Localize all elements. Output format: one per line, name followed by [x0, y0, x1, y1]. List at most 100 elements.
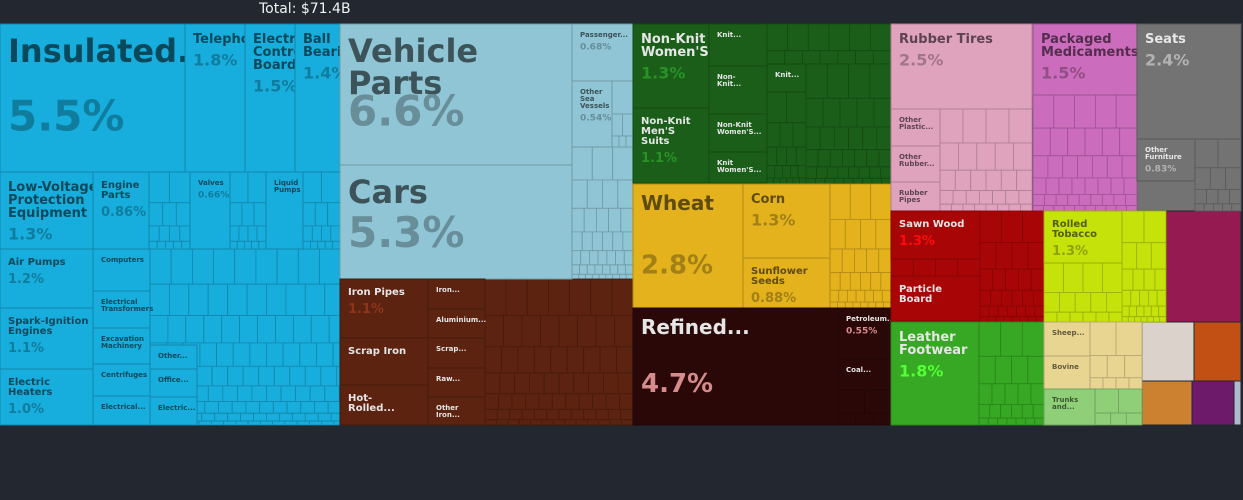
- treemap-tile[interactable]: Particle Board: [890, 275, 981, 322]
- treemap-tile[interactable]: Other Plastic...: [890, 108, 941, 147]
- minor-tile: [1194, 203, 1205, 212]
- treemap-tile[interactable]: Engine Parts 0.86%: [92, 171, 150, 250]
- minor-tile: [829, 218, 846, 250]
- tile-label: Hot-Rolled...: [348, 393, 395, 414]
- treemap-tile[interactable]: Electrical...: [92, 395, 151, 426]
- treemap-tile[interactable]: Wheat 2.8%: [632, 183, 744, 309]
- minor-tile: [612, 146, 634, 181]
- treemap-tile[interactable]: Scrap Iron: [339, 337, 429, 386]
- treemap-tile[interactable]: Rubber Tires 2.5%: [890, 23, 1033, 110]
- treemap-tile[interactable]: Air Pumps 1.2%: [0, 248, 94, 309]
- minor-tile: [247, 225, 258, 242]
- minor-tile: [179, 225, 191, 242]
- treemap-tile[interactable]: Other Sea Vessels 0.54%: [571, 80, 613, 148]
- minor-tile: [258, 240, 267, 250]
- treemap-tile[interactable]: Centrifuges: [92, 363, 151, 397]
- treemap-tile[interactable]: Non-Knit Women'S... 1.3%: [632, 23, 724, 109]
- treemap-tile[interactable]: Other Iron...: [427, 396, 486, 426]
- treemap-tile[interactable]: Seats 2.4%: [1136, 23, 1242, 140]
- treemap-tile[interactable]: Electric...: [149, 396, 198, 426]
- treemap-tile[interactable]: Valves 0.66%: [189, 171, 231, 250]
- minor-tile: [1158, 305, 1167, 318]
- treemap-tile[interactable]: Hot-Rolled...: [339, 384, 429, 426]
- minor-tile: [992, 268, 1006, 291]
- minor-tile: [1143, 268, 1156, 291]
- treemap-tile[interactable]: Non-Knit Men'S Suits 1.1%: [632, 107, 710, 184]
- minor-tile: [1159, 316, 1167, 323]
- treemap-tile[interactable]: Leather Footwear 1.8%: [890, 321, 980, 426]
- minor-tile: [598, 273, 607, 280]
- tile-value: 0.68%: [580, 43, 611, 53]
- minor-tile: [612, 231, 624, 252]
- treemap-tile[interactable]: Knit Women'S...: [708, 151, 768, 184]
- tile-rect: [265, 171, 304, 250]
- minor-tile: [1136, 305, 1145, 318]
- treemap-tile[interactable]: Non-Knit Women'S...: [708, 113, 768, 153]
- minor-tile: [591, 231, 603, 252]
- treemap-tile[interactable]: Petroleum... 0.55%: [837, 307, 895, 360]
- treemap-tile[interactable]: Coal...: [837, 358, 892, 391]
- treemap-tile[interactable]: Iron Pipes 1.1%: [339, 278, 429, 339]
- treemap-tile[interactable]: Spark-Ignition Engines 1.1%: [0, 307, 94, 370]
- minor-tile: [839, 272, 851, 291]
- minor-tile: [324, 240, 334, 250]
- minor-tile: [526, 278, 549, 316]
- minor-tile: [1074, 292, 1092, 313]
- treemap-tile[interactable]: Low-Voltage Protection Equipment 1.3%: [0, 171, 98, 250]
- treemap-tile[interactable]: Iron...: [427, 278, 486, 310]
- treemap-tile[interactable]: Sheep...: [1043, 321, 1091, 357]
- minor-tile: [881, 289, 892, 303]
- treemap-tile[interactable]: Insulated... 5.5%: [0, 23, 213, 173]
- treemap-tile[interactable]: Computers: [92, 248, 151, 292]
- treemap-tile[interactable]: Non-Knit...: [708, 65, 768, 115]
- minor-tile: [586, 264, 596, 275]
- treemap-tile[interactable]: Rubber Pipes: [890, 181, 941, 212]
- tile-label: Electric Heaters: [8, 377, 52, 398]
- treemap-tile[interactable]: Aluminium...: [427, 308, 486, 339]
- minor-tile: [1229, 188, 1242, 205]
- treemap-tile[interactable]: Excavation Machinery: [92, 327, 151, 365]
- treemap-tile[interactable]: Electrical Transformers: [92, 290, 153, 329]
- treemap-tile[interactable]: Liquid Pumps: [265, 171, 304, 250]
- treemap-tile[interactable]: Rolled Tobacco 1.3%: [1043, 210, 1123, 264]
- minor-tile: [1053, 205, 1065, 212]
- minor-tile: [1021, 403, 1034, 419]
- treemap-tile[interactable]: Other...: [149, 344, 198, 370]
- minor-tile: [991, 383, 1006, 405]
- treemap-tile[interactable]: Sawn Wood 1.3%: [890, 210, 981, 260]
- treemap-tile[interactable]: Knit...: [708, 23, 768, 67]
- minor-tile: [1063, 262, 1084, 293]
- treemap-tile[interactable]: Office...: [149, 368, 198, 398]
- tile-value: 5.5%: [8, 92, 124, 141]
- treemap-tile[interactable]: Raw...: [427, 367, 486, 398]
- tile-value: 4.7%: [641, 369, 713, 399]
- minor-tile: [1128, 377, 1143, 390]
- treemap-tile[interactable]: Electric Heaters 1.0%: [0, 368, 94, 426]
- treemap-tile[interactable]: Packaged Medicaments 1.5%: [1032, 23, 1139, 96]
- minor-tile: [573, 372, 589, 395]
- minor-tile: [282, 342, 301, 367]
- minor-tile: [1121, 155, 1138, 179]
- minor-tile: [1148, 289, 1158, 307]
- tile-rect: [92, 171, 150, 250]
- treemap-tile[interactable]: Bovine: [1043, 355, 1091, 390]
- minor-tile: [505, 278, 528, 316]
- treemap-tile[interactable]: Scrap...: [427, 337, 486, 369]
- minor-tile: [939, 169, 956, 191]
- treemap-tile[interactable]: Corn 1.3%: [742, 183, 831, 259]
- treemap-tile[interactable]: Refined... 4.7%: [632, 307, 839, 426]
- minor-tile: [860, 301, 869, 309]
- tile-rect: [339, 278, 429, 339]
- minor-tile: [1084, 205, 1096, 212]
- tile-value: 1.1%: [641, 151, 677, 166]
- minor-tile: [1115, 94, 1138, 129]
- treemap-tile[interactable]: Trunks and...: [1043, 388, 1096, 426]
- treemap-tile[interactable]: Knit...: [766, 63, 807, 93]
- treemap-tile[interactable]: Sunflower Seeds 0.88%: [742, 257, 831, 309]
- treemap-tile[interactable]: Passenger... 0.68%: [571, 23, 634, 82]
- treemap-tile[interactable]: Other Rubber...: [890, 145, 941, 183]
- treemap-tile[interactable]: Other Furniture 0.83%: [1136, 138, 1196, 182]
